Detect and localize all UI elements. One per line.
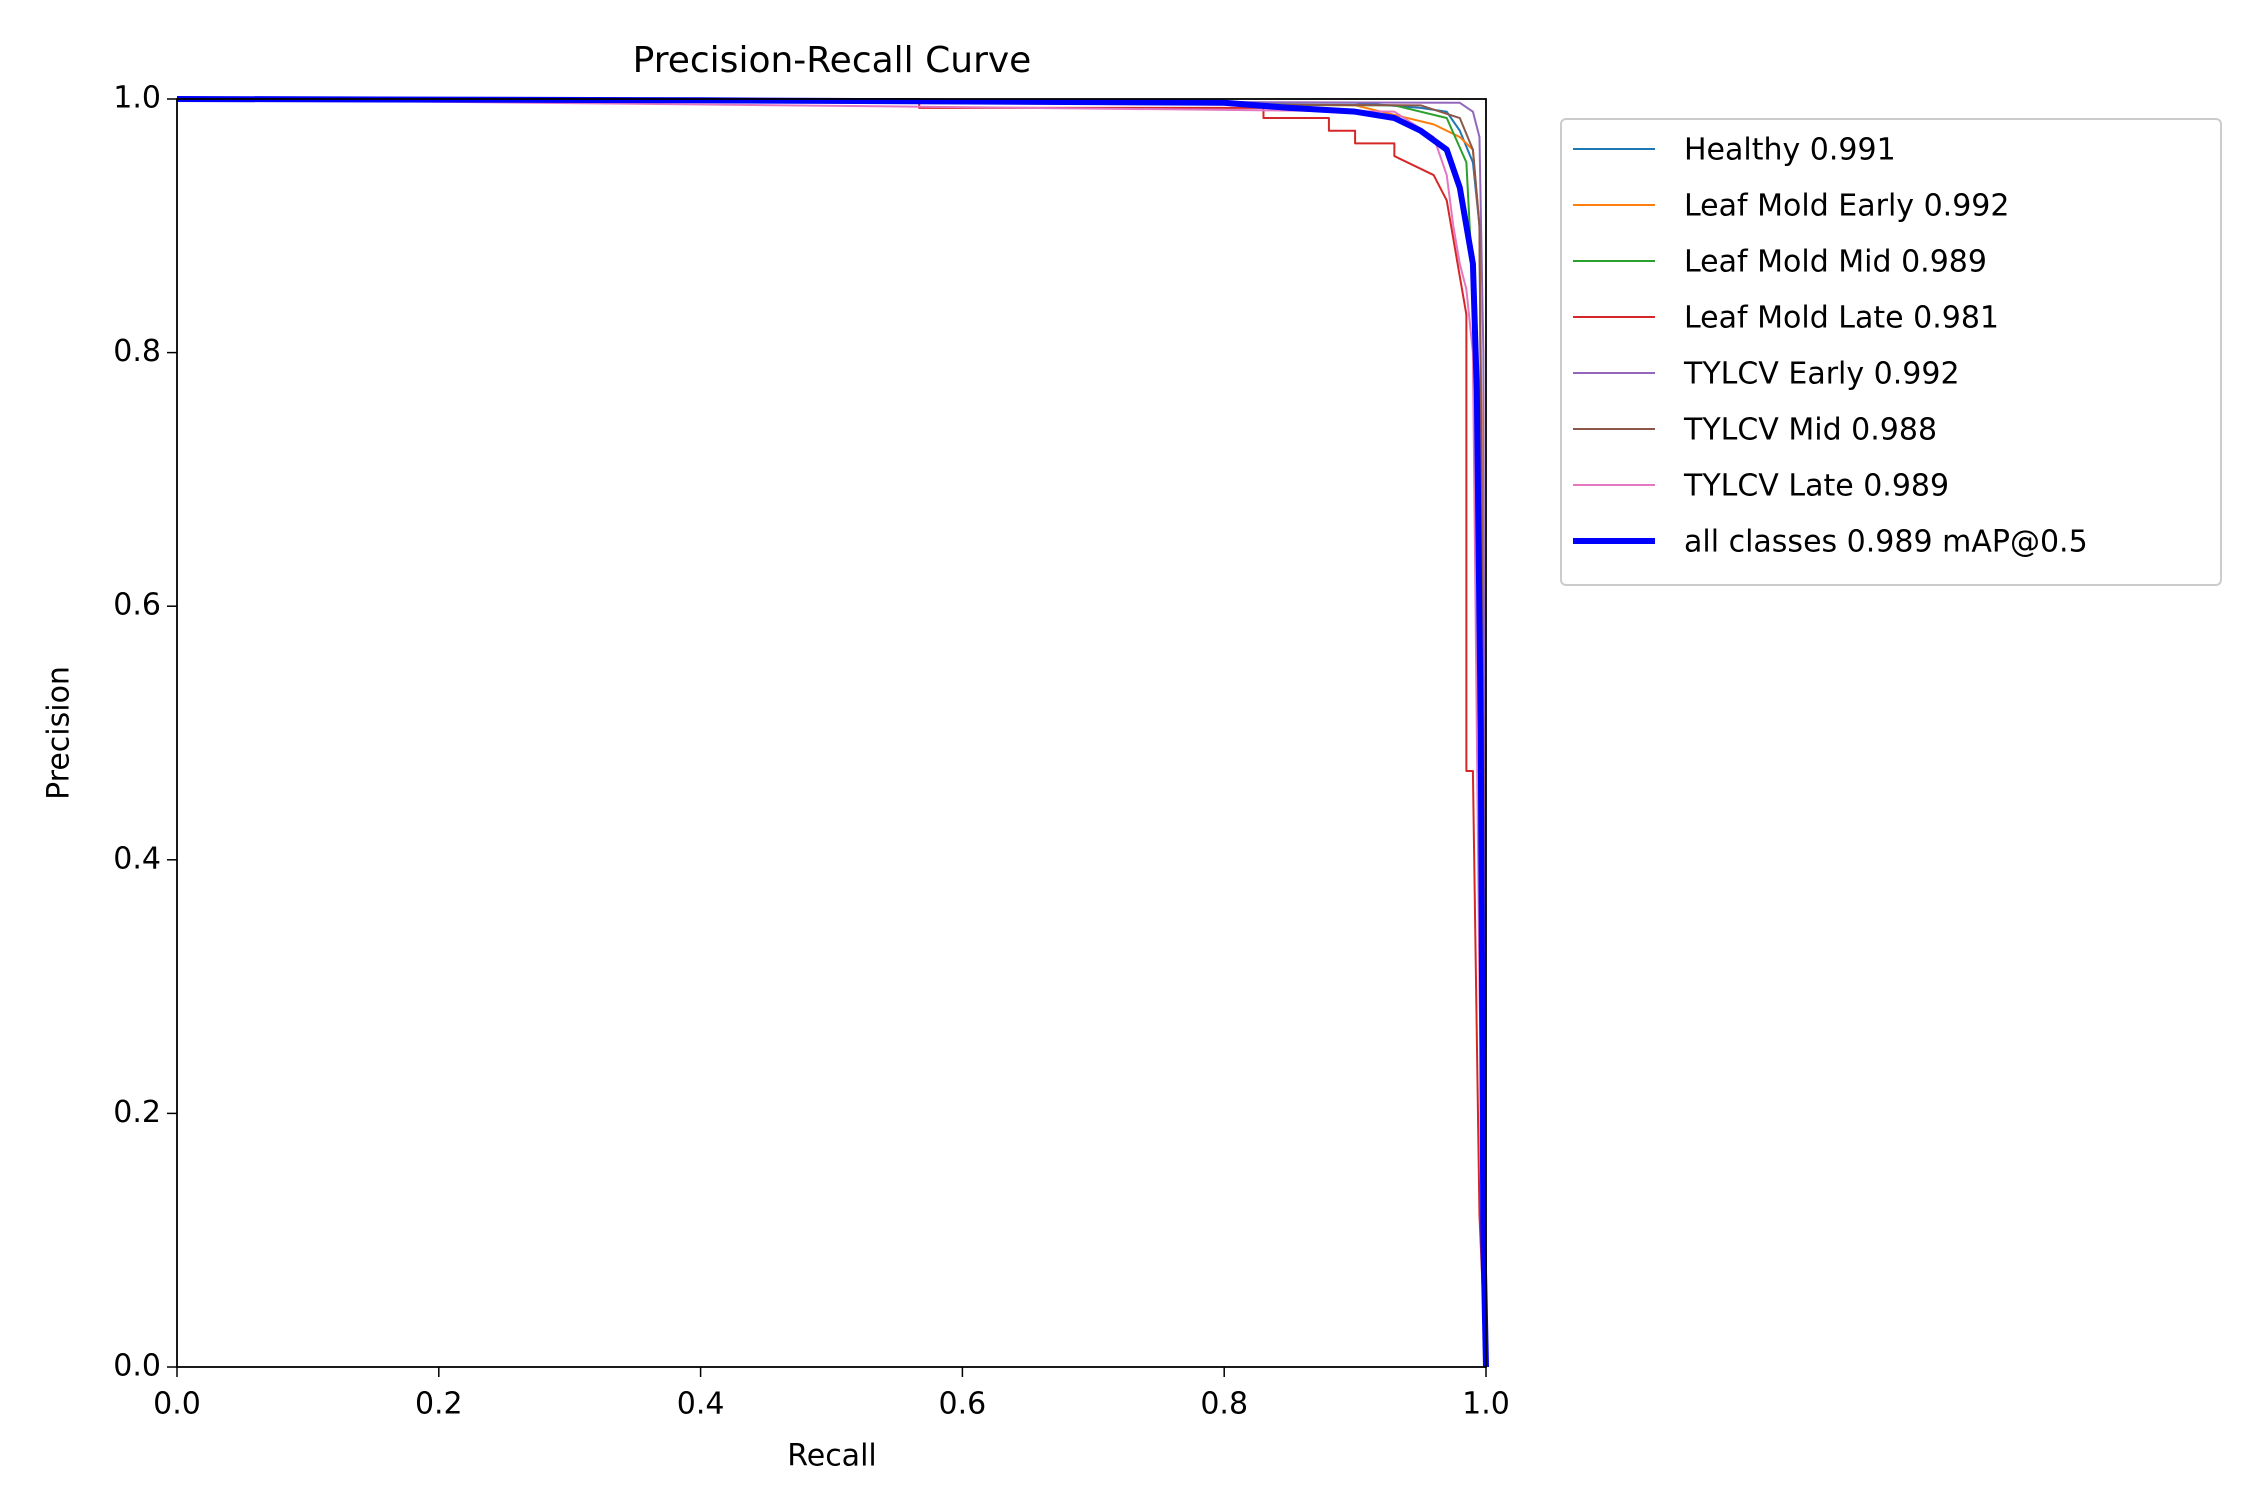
legend-label: Leaf Mold Mid 0.989 bbox=[1684, 245, 1987, 280]
x-tick-label: 0.6 bbox=[939, 1387, 987, 1422]
y-tick-label: 0.0 bbox=[113, 1349, 161, 1384]
legend-label: all classes 0.989 mAP@0.5 bbox=[1684, 525, 2088, 560]
y-tick-label: 1.0 bbox=[113, 81, 161, 116]
x-tick-label: 0.8 bbox=[1200, 1387, 1248, 1422]
y-tick-label: 0.8 bbox=[113, 334, 161, 369]
series-line bbox=[177, 96, 1489, 1367]
legend-label: TYLCV Mid 0.988 bbox=[1683, 413, 1937, 448]
plot-frame bbox=[176, 98, 1487, 1368]
x-tick-label: 0.2 bbox=[415, 1387, 463, 1422]
legend-label: Leaf Mold Early 0.992 bbox=[1684, 189, 2009, 224]
x-tick-label: 1.0 bbox=[1462, 1387, 1510, 1422]
y-tick-label: 0.2 bbox=[113, 1095, 161, 1130]
y-tick-label: 0.4 bbox=[113, 841, 161, 876]
legend-label: TYLCV Early 0.992 bbox=[1683, 357, 1960, 392]
chart-title: Precision-Recall Curve bbox=[633, 40, 1032, 81]
legend-label: Healthy 0.991 bbox=[1684, 133, 1896, 168]
x-tick-label: 0.0 bbox=[153, 1387, 201, 1422]
legend-box bbox=[1560, 118, 2222, 586]
y-axis-label: Precision bbox=[42, 666, 77, 800]
legend-label: TYLCV Late 0.989 bbox=[1683, 469, 1949, 504]
x-axis-label: Recall bbox=[787, 1439, 877, 1474]
x-tick-label: 0.4 bbox=[677, 1387, 725, 1422]
legend-label: Leaf Mold Late 0.981 bbox=[1684, 301, 1999, 336]
y-tick-label: 0.6 bbox=[113, 588, 161, 623]
